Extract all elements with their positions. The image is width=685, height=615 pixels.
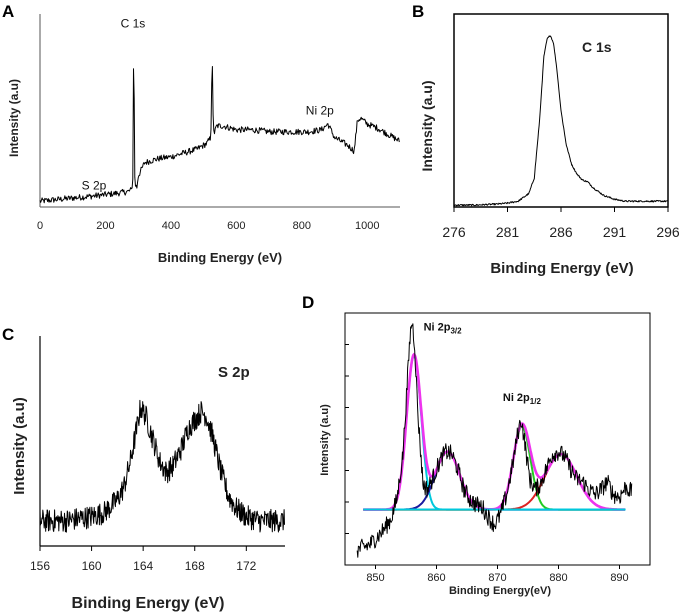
panel-a-x-tick-label: 1000 — [355, 220, 379, 232]
panel-letter-b: B — [412, 2, 424, 21]
panel-b-x-axis-label: Binding Energy (eV) — [490, 260, 633, 277]
panel-d-fit-peak-line — [363, 356, 625, 510]
panel-a-x-tick-label: 600 — [227, 220, 245, 232]
panel-c-title: S 2p — [218, 364, 250, 381]
panel-b-chart: 276 281 286 291 296 C 1s Binding Energy (eV)… — [419, 14, 680, 277]
panel-letter-d: D — [302, 293, 314, 312]
panel-c-s2p-line — [40, 400, 285, 532]
panel-a-annotation-label: S 2p — [82, 179, 107, 193]
panel-a-y-axis-label: Intensity (a.u) — [7, 79, 21, 157]
panel-c-chart: 156 160 164 168 172 S 2p Binding Energy (eV)… — [11, 336, 285, 612]
panel-d-chart: 850 860 870 880 890 Ni 2p3/2 Ni 2p1/2 Binding… — [319, 313, 650, 597]
panel-d-envelope-line — [363, 355, 625, 510]
panel-c-x-tick-label: 172 — [236, 559, 256, 573]
panel-b-c1s-line — [454, 36, 668, 206]
panel-d-annotation-label: Ni 2p3/2 — [424, 322, 463, 336]
panel-d-y-axis-label: Intensity (a.u) — [319, 404, 331, 476]
panel-d-annotation-label: Ni 2p1/2 — [503, 392, 542, 406]
panel-d-x-tick-label: 870 — [488, 572, 506, 584]
panel-d-x-tick-label: 860 — [427, 572, 445, 584]
panel-c-x-tick-label: 168 — [185, 559, 205, 573]
panel-b-x-tick-label: 281 — [496, 224, 520, 240]
panel-a-annotation-label: Ni 2p — [306, 103, 334, 117]
panel-b-x-tick-label: 291 — [603, 224, 627, 240]
panel-c-x-tick-label: 164 — [133, 559, 153, 573]
panel-c-x-tick-label: 156 — [30, 559, 50, 573]
panel-b-x-tick-label: 296 — [656, 224, 680, 240]
panel-a-annotation-label: C 1s — [121, 17, 146, 31]
panel-c-x-axis-label: Binding Energy (eV) — [72, 595, 225, 612]
figure: A B C D 0 200 400 600 800 1000 Binding Energy… — [0, 0, 685, 615]
panel-b-x-tick-label: 286 — [549, 224, 573, 240]
panel-a-x-tick-label: 800 — [293, 220, 311, 232]
panel-b-y-axis-label: Intensity (a.u) — [419, 80, 435, 171]
panel-d-raw-line — [357, 324, 632, 557]
panel-d-x-tick-label: 890 — [610, 572, 628, 584]
panel-b-x-tick-label: 276 — [442, 224, 466, 240]
panel-a-x-tick-label: 0 — [37, 220, 43, 232]
panel-b-title: C 1s — [582, 39, 612, 55]
panel-a-x-axis-label: Binding Energy (eV) — [158, 250, 282, 265]
panel-d-x-axis-label: Binding Energy(eV) — [449, 585, 551, 597]
panel-d-frame — [345, 313, 650, 565]
panel-d-x-tick-label: 880 — [549, 572, 567, 584]
panel-letter-c: C — [2, 325, 14, 344]
panel-c-x-tick-label: 160 — [82, 559, 102, 573]
panel-letter-a: A — [2, 2, 14, 21]
panel-d-x-tick-label: 850 — [366, 572, 384, 584]
panel-a-x-tick-label: 200 — [96, 220, 114, 232]
panel-a-chart: 0 200 400 600 800 1000 Binding Energy (eV) In… — [7, 14, 400, 265]
panel-a-x-tick-label: 400 — [162, 220, 180, 232]
panel-c-y-axis-label: Intensity (a.u) — [11, 397, 28, 495]
